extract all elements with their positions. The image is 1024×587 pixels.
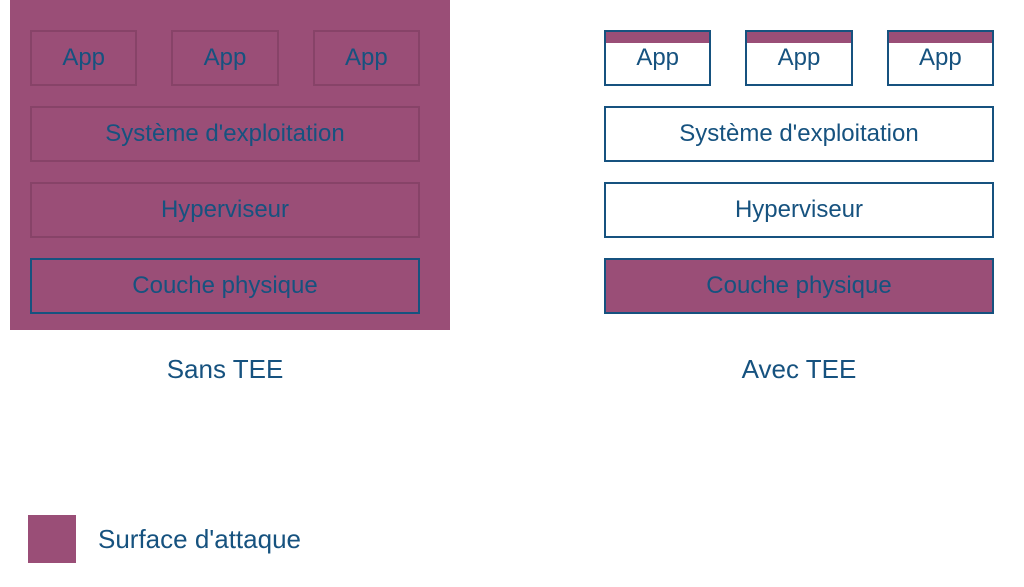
hypervisor-layer-box: Hyperviseur — [604, 182, 994, 238]
app-label: App — [62, 44, 105, 72]
app-row-right: App App App — [604, 30, 994, 86]
legend-swatch — [28, 515, 76, 563]
app-box: App — [313, 30, 420, 86]
panel-sans-tee: App App App Système d'exploitation Hyper… — [10, 0, 440, 385]
app-label: App — [919, 44, 962, 72]
app-label: App — [345, 44, 388, 72]
app-label: App — [204, 44, 247, 72]
os-label: Système d'exploitation — [679, 120, 918, 148]
os-label: Système d'exploitation — [105, 120, 344, 148]
attack-fill — [747, 32, 850, 43]
stack-right: App App App Système d'exploitation Hyper… — [584, 10, 1014, 314]
app-box: App — [30, 30, 137, 86]
caption-sans-tee: Sans TEE — [10, 354, 440, 385]
hypervisor-layer-box: Hyperviseur — [30, 182, 420, 238]
app-box: App — [604, 30, 711, 86]
panel-avec-tee: App App App Système d'exploitation Hyper… — [584, 0, 1014, 385]
legend-label: Surface d'attaque — [98, 524, 301, 555]
physical-label: Couche physique — [132, 272, 317, 300]
app-box: App — [887, 30, 994, 86]
hypervisor-label: Hyperviseur — [735, 196, 863, 224]
physical-layer-box: Couche physique — [604, 258, 994, 314]
os-layer-box: Système d'exploitation — [30, 106, 420, 162]
stack-left: App App App Système d'exploitation Hyper… — [10, 10, 440, 314]
app-label: App — [778, 44, 821, 72]
hypervisor-label: Hyperviseur — [161, 196, 289, 224]
caption-avec-tee: Avec TEE — [584, 354, 1014, 385]
physical-label: Couche physique — [706, 272, 891, 300]
app-box: App — [745, 30, 852, 86]
attack-fill — [606, 32, 709, 43]
physical-layer-box: Couche physique — [30, 258, 420, 314]
legend: Surface d'attaque — [28, 515, 301, 563]
os-layer-box: Système d'exploitation — [604, 106, 994, 162]
diagram-container: App App App Système d'exploitation Hyper… — [0, 0, 1024, 385]
app-box: App — [171, 30, 278, 86]
app-label: App — [636, 44, 679, 72]
attack-fill — [889, 32, 992, 43]
app-row-left: App App App — [30, 30, 420, 86]
